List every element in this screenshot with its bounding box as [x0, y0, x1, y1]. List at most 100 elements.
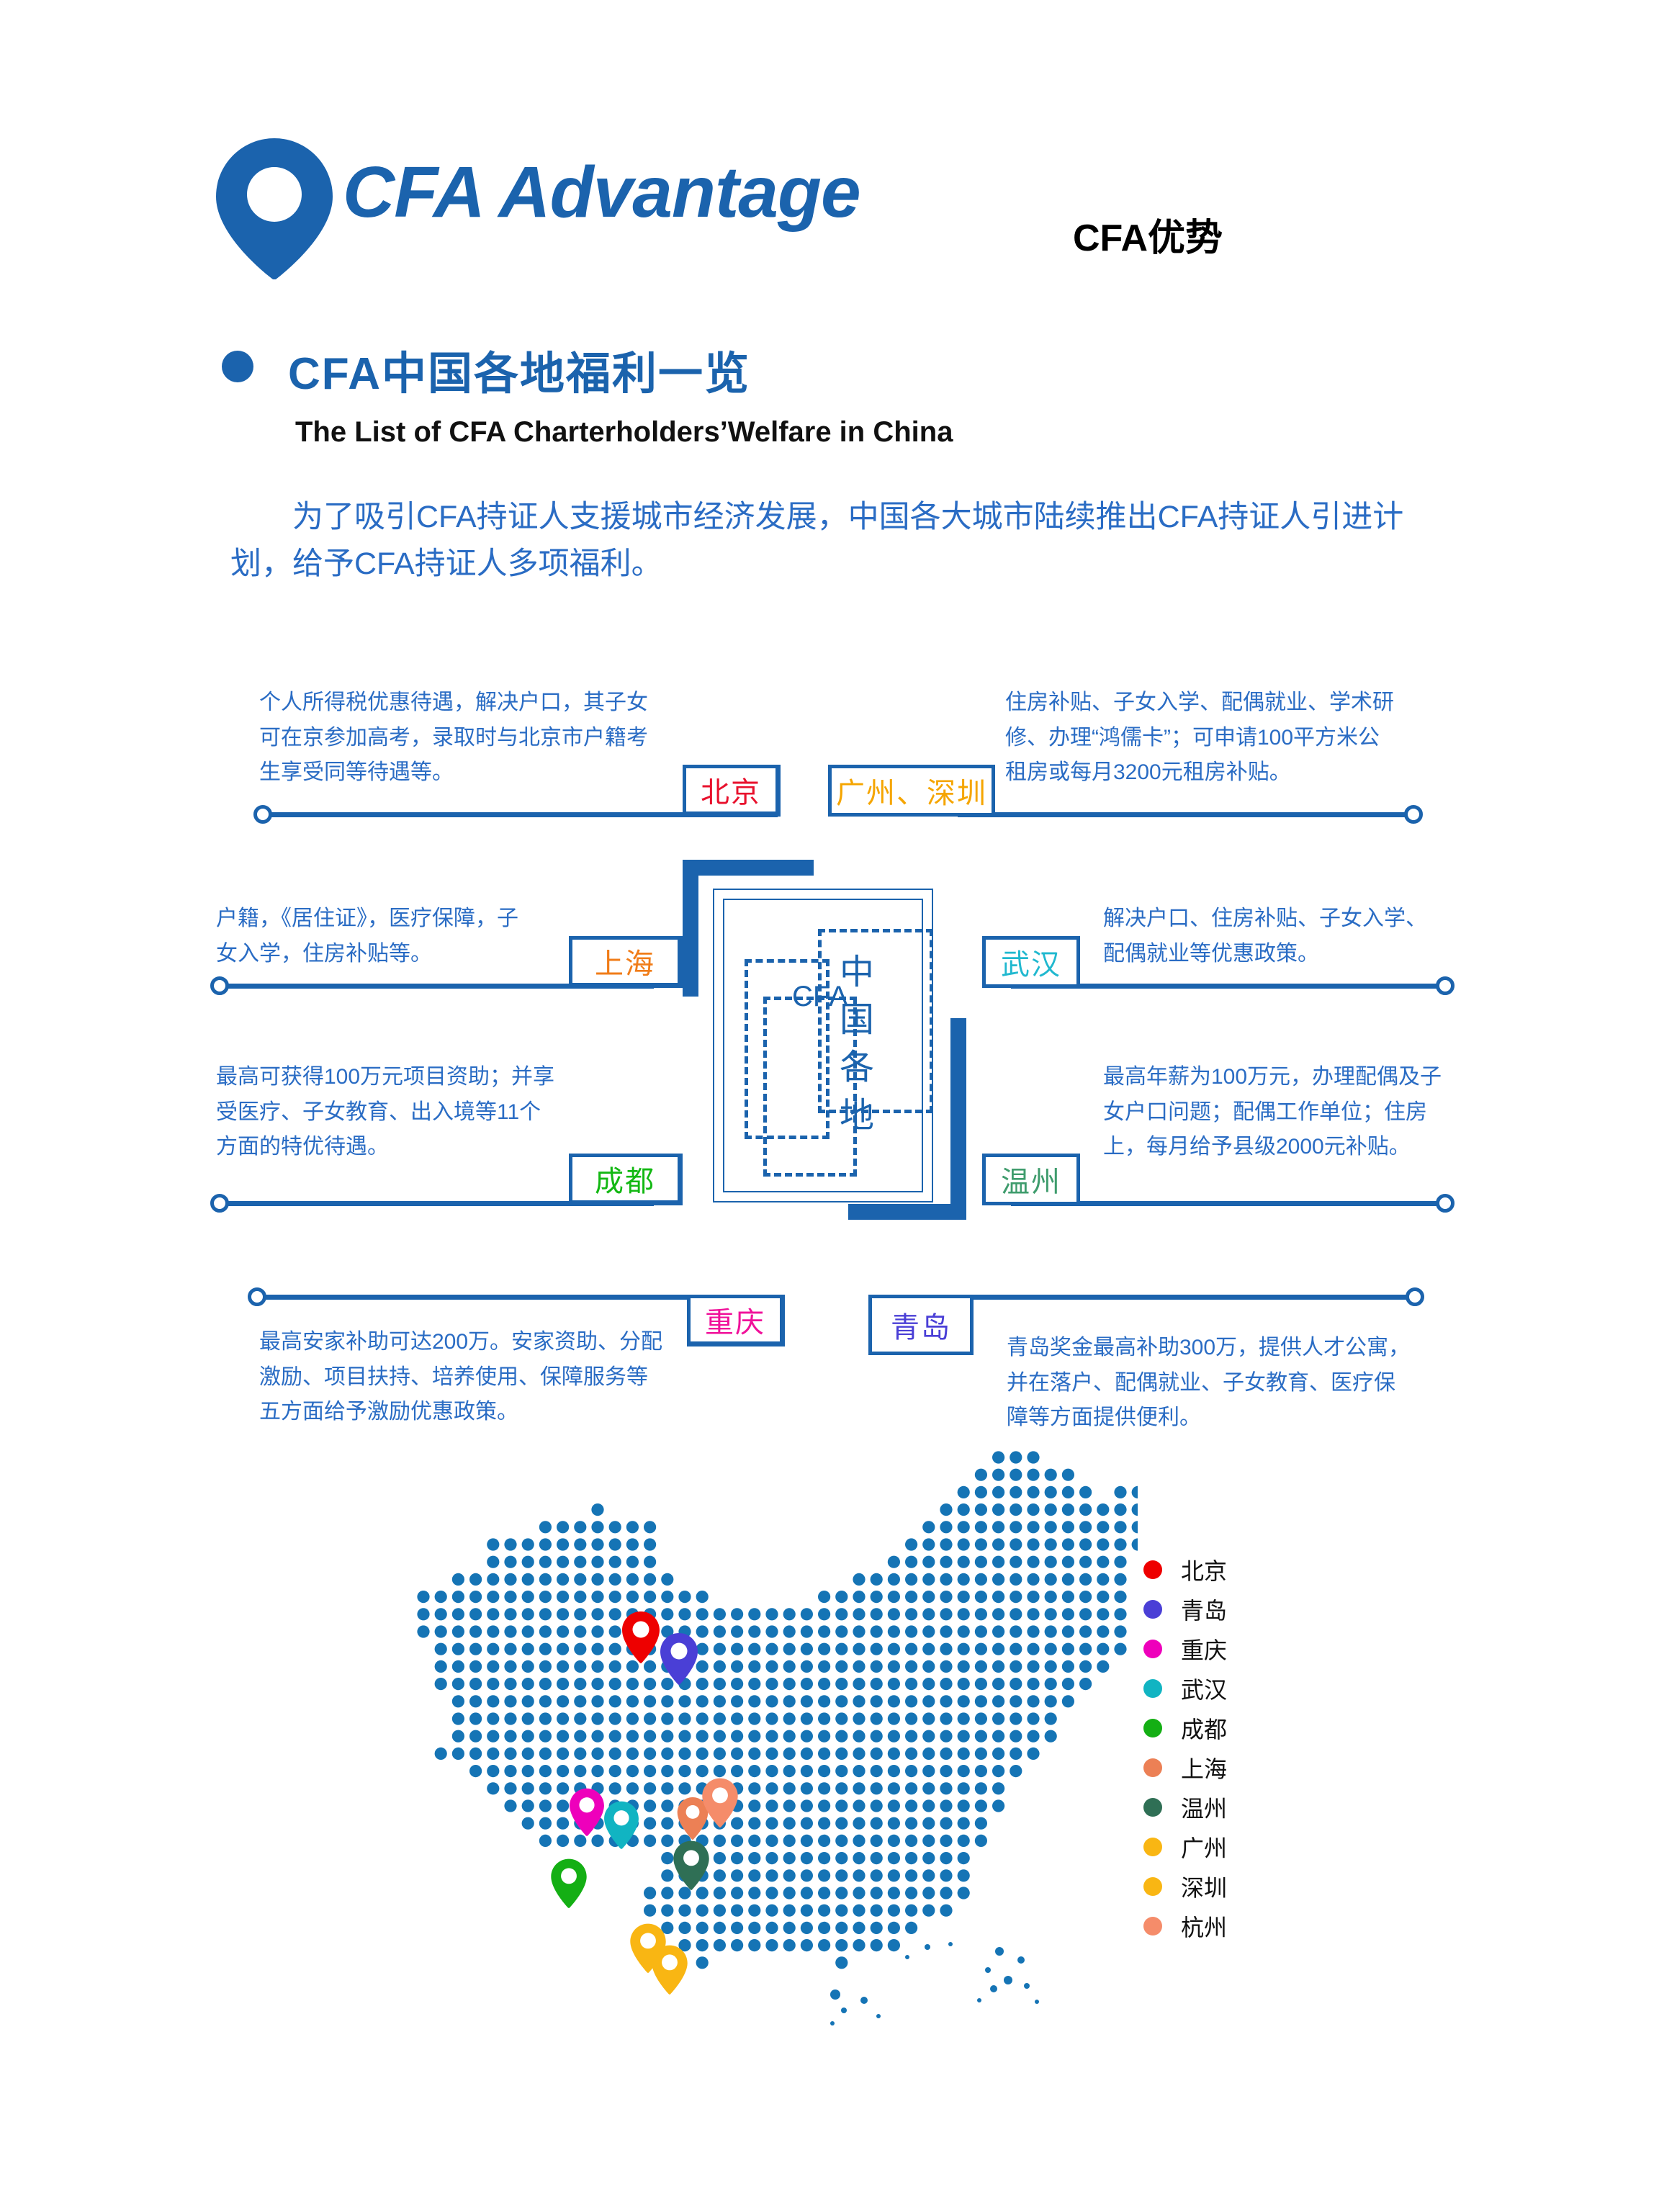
- city-text-qingdao: 青岛奖金最高补助300万，提供人才公寓， 并在落户、配偶就业、子女教育、医疗保 …: [1007, 1336, 1411, 1430]
- city-text-shanghai: 户籍，《居住证》，医疗保障，子 女入学，住房补贴等。: [216, 907, 518, 966]
- city-tag-label-shanghai: 上海: [595, 948, 655, 980]
- map-pin-深圳: [652, 1945, 688, 1995]
- legend-item-3: 武汉: [1143, 1668, 1316, 1708]
- legend-dot-icon: [1143, 1639, 1162, 1658]
- legend-label: 青岛: [1181, 1597, 1228, 1624]
- city-tag-beijing[interactable]: 北京: [683, 765, 781, 817]
- connector-knob-chengdu: [210, 1194, 229, 1213]
- emblem-cn-label: 中国各地: [839, 953, 874, 1135]
- city-tag-wuhan[interactable]: 武汉: [982, 936, 1080, 988]
- connector-rail-beijing: [265, 812, 778, 817]
- legend-item-4: 成都: [1143, 1708, 1316, 1748]
- connector-rail-chongqing: [259, 1295, 785, 1300]
- connector-knob-guangzhou: [1404, 805, 1423, 824]
- city-text-chengdu: 最高可获得100万元项目资助；并享 受医疗、子女教育、出入境等11个 方面的特优…: [216, 1065, 555, 1159]
- legend-label: 北京: [1181, 1557, 1228, 1584]
- legend-dot-icon: [1143, 1916, 1162, 1936]
- city-tag-label-wuhan: 武汉: [1001, 949, 1061, 981]
- legend-dot-icon: [1143, 1797, 1162, 1817]
- map-pin-北京: [622, 1611, 660, 1663]
- location-pin-icon: [216, 138, 333, 279]
- map-pin-重庆: [570, 1788, 604, 1836]
- connector-rail-shanghai: [222, 984, 654, 989]
- city-tag-label-guangzhou-shenzhen: 广州、深圳: [836, 778, 987, 809]
- emblem-dashed-box-right: [818, 929, 933, 1113]
- city-tag-label-chengdu: 成都: [595, 1166, 655, 1197]
- legend-dot-icon: [1143, 1678, 1162, 1698]
- city-text-wenzhou: 最高年薪为100万元，办理配偶及子 女户口问题；配偶工作单位；住房 上，每月给予…: [1103, 1065, 1442, 1159]
- china-dot-map: [403, 1447, 1138, 2038]
- connector-knob-qingdao: [1406, 1287, 1424, 1306]
- connector-knob-chongqing: [248, 1287, 266, 1306]
- emblem-corner-top-left: [683, 860, 814, 997]
- city-tag-qingdao[interactable]: 青岛: [868, 1295, 974, 1355]
- legend-dot-icon: [1143, 1837, 1162, 1856]
- page-title-cn: CFA优势: [1073, 217, 1223, 259]
- legend-label: 广州: [1181, 1835, 1228, 1861]
- emblem-corner-bottom-right: [848, 1018, 966, 1220]
- legend-label: 温州: [1181, 1795, 1228, 1822]
- connector-rail-guangzhou: [958, 812, 1411, 817]
- page-title: CFA Advantage: [343, 152, 861, 233]
- map-pin-上海: [677, 1797, 709, 1840]
- emblem-dashed-box-left: [763, 997, 857, 1177]
- connector-rail-wuhan: [1011, 984, 1443, 989]
- bullet-dot-icon: [222, 351, 253, 382]
- legend-item-6: 温州: [1143, 1787, 1316, 1827]
- city-tag-chongqing[interactable]: 重庆: [687, 1295, 785, 1346]
- city-text-chongqing: 最高安家补助可达200万。安家资助、分配 激励、项目扶持、培养使用、保障服务等 …: [259, 1330, 663, 1424]
- legend-item-9: 杭州: [1143, 1906, 1316, 1946]
- emblem-cfa-label: CFA: [792, 981, 848, 1012]
- city-tag-label-wenzhou: 温州: [1001, 1166, 1061, 1198]
- connector-rail-wenzhou: [1011, 1201, 1443, 1206]
- legend-item-2: 重庆: [1143, 1629, 1316, 1668]
- connector-knob-shanghai: [210, 976, 229, 995]
- map-pin-杭州: [702, 1778, 738, 1827]
- legend-label: 重庆: [1181, 1637, 1228, 1663]
- connector-knob-wenzhou: [1436, 1194, 1455, 1213]
- legend-dot-icon: [1143, 1758, 1162, 1777]
- legend-item-1: 青岛: [1143, 1589, 1316, 1629]
- city-tag-label-qingdao: 青岛: [891, 1312, 951, 1344]
- legend-item-8: 深圳: [1143, 1866, 1316, 1906]
- china-map-svg: [417, 1451, 1138, 2026]
- connector-knob-wuhan: [1436, 976, 1455, 995]
- city-tag-guangzhou-shenzhen[interactable]: 广州、深圳: [828, 765, 995, 817]
- legend-dot-icon: [1143, 1876, 1162, 1896]
- map-pin-青岛: [660, 1633, 698, 1685]
- center-emblem: CFA 中国各地: [697, 873, 949, 1218]
- section-title: CFA中国各地福利一览: [288, 349, 751, 399]
- connector-rail-qingdao: [868, 1295, 1419, 1300]
- legend-label: 武汉: [1181, 1676, 1228, 1703]
- city-text-guangzhou-shenzhen: 住房补贴、子女入学、配偶就业、学术研 修、办理“鸿儒卡”；可申请100平方米公 …: [1005, 691, 1394, 785]
- city-tag-wenzhou[interactable]: 温州: [982, 1154, 1080, 1205]
- legend-label: 上海: [1181, 1755, 1228, 1782]
- legend-item-5: 上海: [1143, 1748, 1316, 1787]
- city-tag-shanghai[interactable]: 上海: [569, 936, 683, 988]
- map-pin-成都: [551, 1858, 587, 1908]
- city-tag-label-chongqing: 重庆: [705, 1307, 765, 1339]
- emblem-inner-border: [723, 899, 923, 1192]
- legend-dot-icon: [1143, 1560, 1162, 1579]
- city-tag-chengdu[interactable]: 成都: [569, 1154, 683, 1205]
- emblem-dashed-box-mid: [745, 959, 830, 1139]
- legend-dot-icon: [1143, 1718, 1162, 1737]
- map-pin-武汉: [604, 1801, 639, 1849]
- city-text-wuhan: 解决户口、住房补贴、子女入学、 配偶就业等优惠政策。: [1103, 907, 1427, 966]
- section-subtitle: The List of CFA Charterholders’Welfare i…: [295, 416, 953, 448]
- legend-label: 杭州: [1181, 1914, 1228, 1941]
- legend-dot-icon: [1143, 1599, 1162, 1619]
- legend-item-7: 广州: [1143, 1827, 1316, 1866]
- map-dot-grid: [417, 1451, 1138, 2026]
- connector-knob-beijing: [253, 805, 272, 824]
- map-pin-group: [551, 1611, 738, 1995]
- legend-label: 深圳: [1181, 1874, 1228, 1901]
- map-pin-温州: [673, 1840, 709, 1890]
- legend-label: 成都: [1181, 1716, 1228, 1743]
- connector-rail-chengdu: [222, 1201, 654, 1206]
- city-text-beijing: 个人所得税优惠待遇，解决户口，其子女 可在京参加高考，录取时与北京市户籍考 生享…: [259, 691, 648, 785]
- intro-paragraph: 为了吸引CFA持证人支援城市经济发展，中国各大城市陆续推出CFA持证人引进计划，…: [230, 500, 1404, 582]
- legend-item-0: 北京: [1143, 1550, 1316, 1589]
- city-tag-label-beijing: 北京: [701, 777, 761, 809]
